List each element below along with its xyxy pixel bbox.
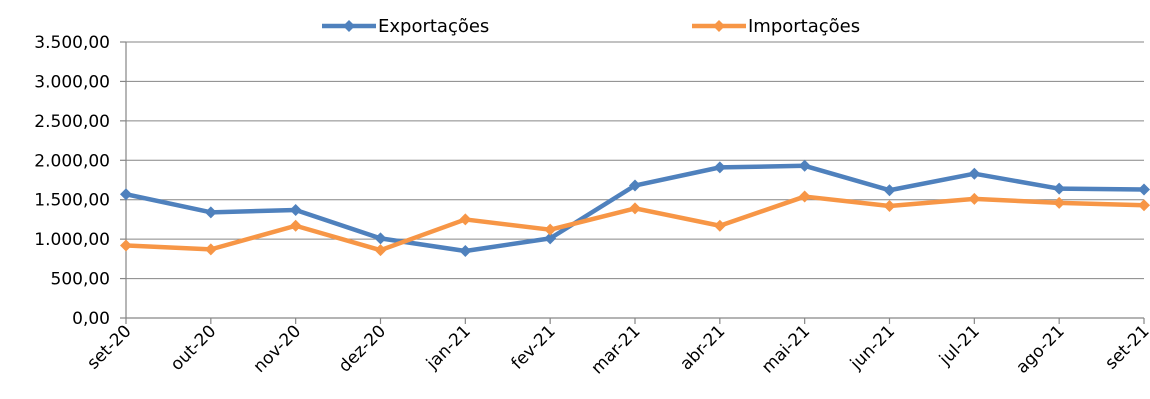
x-tick-label: set-20 xyxy=(83,321,135,373)
x-tick-label: mar-21 xyxy=(588,321,645,378)
data-point-exporta-es xyxy=(798,159,811,172)
data-point-importa-es xyxy=(120,239,132,252)
data-point-importa-es xyxy=(968,192,981,205)
x-tick-label: jun-21 xyxy=(846,321,899,374)
x-tick-label: fev-21 xyxy=(507,321,559,373)
legend-item-importa-es: Importações xyxy=(692,16,860,37)
y-tick-label: 1.500,00 xyxy=(34,191,110,211)
x-tick-label: out-20 xyxy=(167,321,220,374)
data-point-exporta-es xyxy=(713,161,726,174)
data-point-importa-es xyxy=(883,200,896,213)
data-point-importa-es xyxy=(544,223,557,236)
data-point-importa-es xyxy=(204,243,217,256)
x-tick-label: dez-20 xyxy=(335,321,390,376)
legend-item-exporta-es: Exportações xyxy=(322,16,489,37)
y-tick-label: 0,00 xyxy=(72,309,110,329)
data-point-importa-es xyxy=(459,213,472,226)
y-tick-label: 500,00 xyxy=(51,270,110,290)
legend: Exportações Importações xyxy=(322,16,860,37)
y-tick-label: 3.000,00 xyxy=(34,72,110,92)
data-point-exporta-es xyxy=(374,232,387,245)
legend-swatch-marker xyxy=(343,20,355,32)
data-point-importa-es xyxy=(1138,199,1150,212)
data-point-importa-es xyxy=(374,244,387,257)
y-tick-label: 2.500,00 xyxy=(34,112,110,132)
data-point-exporta-es xyxy=(289,203,302,216)
data-point-exporta-es xyxy=(544,232,557,245)
y-axis: 0,00 500,00 1.000,00 1.500,00 2.000,00 2.500,… xyxy=(34,33,127,329)
x-tick-label: nov-20 xyxy=(250,321,306,377)
y-tick-label: 2.000,00 xyxy=(34,151,110,171)
x-axis: set-20 out-20 nov-20 dez-20 jan-21 fev-21 mar-… xyxy=(83,318,1150,378)
legend-label: Importações xyxy=(748,16,860,37)
legend-label: Exportações xyxy=(378,16,489,37)
data-point-exporta-es xyxy=(120,188,132,201)
series-layer xyxy=(120,159,1150,257)
data-point-importa-es xyxy=(289,219,302,232)
data-point-exporta-es xyxy=(459,244,472,257)
data-point-exporta-es xyxy=(883,184,896,197)
x-tick-label: abr-21 xyxy=(676,321,729,374)
x-tick-label: jul-21 xyxy=(935,321,984,370)
data-point-importa-es xyxy=(798,190,811,203)
x-tick-label: jan-21 xyxy=(422,321,475,374)
x-tick-label: mai-21 xyxy=(758,321,814,377)
data-point-exporta-es xyxy=(204,206,217,219)
x-tick-label: ago-21 xyxy=(1012,321,1068,377)
data-point-exporta-es xyxy=(1138,183,1150,196)
x-tick-label: set-21 xyxy=(1101,321,1150,373)
data-point-importa-es xyxy=(713,219,726,232)
y-tick-label: 3.500,00 xyxy=(34,33,110,53)
y-tick-label: 1.000,00 xyxy=(34,230,110,250)
data-point-importa-es xyxy=(1053,196,1066,209)
legend-swatch-marker xyxy=(713,20,725,32)
data-point-exporta-es xyxy=(968,167,981,180)
data-point-exporta-es xyxy=(629,179,641,192)
data-point-exporta-es xyxy=(1053,182,1066,195)
data-point-importa-es xyxy=(629,202,641,215)
